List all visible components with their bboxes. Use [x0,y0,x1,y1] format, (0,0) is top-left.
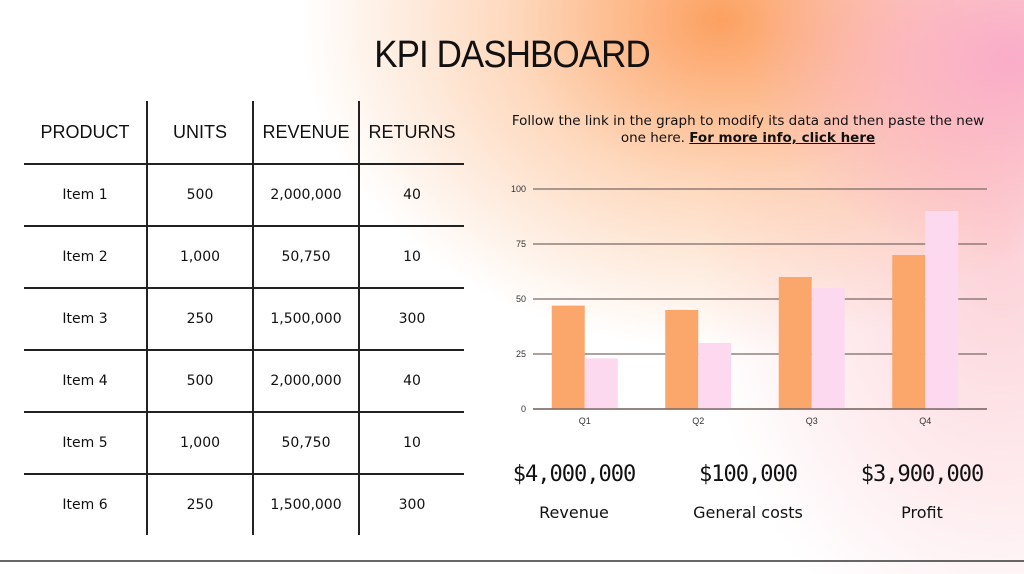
table-cell: 1,000 [147,226,254,289]
more-info-link[interactable]: For more info, click here [689,130,876,146]
table-row: Item 3 250 1,500,000 300 [24,288,464,351]
table-cell: Item 1 [24,164,148,227]
table-cell: 1,000 [147,412,254,475]
table-cell: 10 [359,226,464,289]
table-cell: 50,750 [253,226,360,289]
bar-q1-series-2 [584,358,618,409]
table-cell: Item 2 [24,226,148,289]
table-cell: 250 [147,288,254,351]
page-title: KPI DASHBOARD [374,34,650,76]
table-cell: Item 3 [24,288,148,351]
kpi-label: General costs [693,503,803,522]
kpi-profit: $3,900,000 Profit [837,462,1007,522]
chart-note: Follow the link in the graph to modify i… [505,113,991,147]
bar-q1-series-1 [551,305,585,409]
kpi-value: $3,900,000 [860,462,984,487]
table-row: Item 2 1,000 50,750 10 [24,226,464,289]
table-cell: 1,500,000 [253,474,360,535]
column-header: RETURNS [359,101,464,165]
y-tick-label: 25 [516,349,526,359]
table-cell: 500 [147,350,254,413]
column-header: UNITS [147,101,254,165]
table-cell: 50,750 [253,412,360,475]
table-row: Item 6 250 1,500,000 300 [24,474,464,535]
table-cell: 40 [359,350,464,413]
product-table: PRODUCT UNITS REVENUE RETURNS Item 1 500 2,00… [24,101,464,535]
note-text: Follow the link in the graph to modify i… [511,113,985,146]
table-cell: Item 6 [24,474,148,535]
table-cell: 500 [147,164,254,227]
column-header: PRODUCT [24,101,148,165]
table-cell: 300 [359,288,464,351]
kpi-value: $100,000 [699,462,798,487]
x-tick-label: Q3 [806,416,818,426]
table-cell: 250 [147,474,254,535]
column-header: REVENUE [253,101,360,165]
y-tick-label: 100 [511,184,526,194]
x-tick-label: Q1 [579,416,591,426]
table-row: Item 4 500 2,000,000 40 [24,350,464,413]
bar-q4-series-1 [892,255,926,409]
kpi-general-costs: $100,000 General costs [663,462,833,522]
table-cell: Item 5 [24,412,148,475]
table-cell: 2,000,000 [253,350,360,413]
x-tick-label: Q4 [919,416,931,426]
kpi-value: $4,000,000 [512,462,636,487]
table-cell: 10 [359,412,464,475]
table-row: Item 5 1,000 50,750 10 [24,412,464,475]
kpi-label: Revenue [539,503,609,522]
y-tick-label: 0 [521,404,526,414]
kpi-revenue: $4,000,000 Revenue [489,462,659,522]
table-cell: 1,500,000 [253,288,360,351]
bar-q2-series-1 [665,310,699,409]
bottom-divider [0,560,1024,562]
x-tick-label: Q2 [692,416,704,426]
table-cell: 300 [398,497,426,513]
table-cell: 2,000,000 [253,164,360,227]
y-tick-label: 50 [516,294,526,304]
table-row: Item 1 500 2,000,000 40 [24,164,464,227]
y-tick-label: 75 [516,239,526,249]
kpi-label: Profit [901,503,943,522]
bar-q3-series-2 [811,288,845,409]
bar-q3-series-1 [778,277,812,409]
table-cell: Item 4 [24,350,148,413]
bar-q2-series-2 [698,343,732,409]
table-cell: 40 [359,164,464,227]
bar-q4-series-2 [925,211,959,409]
